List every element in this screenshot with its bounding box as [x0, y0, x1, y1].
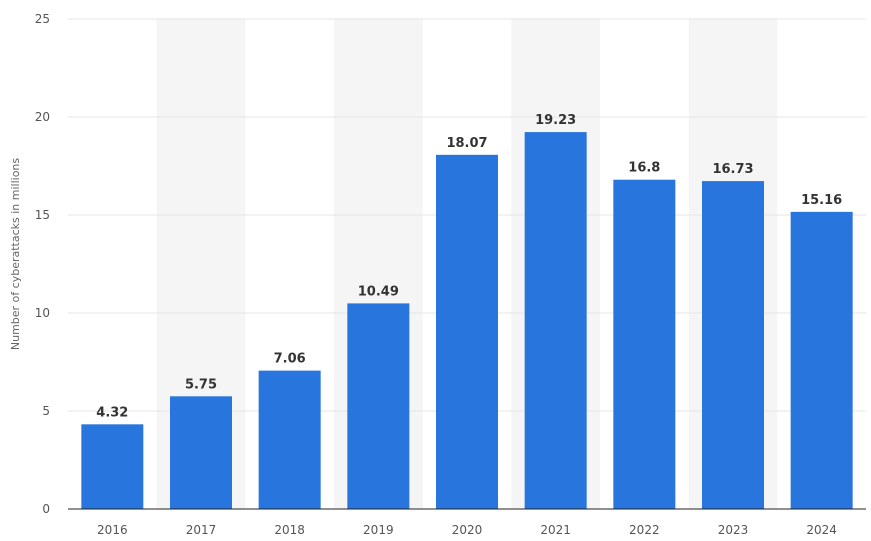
- x-tick-label: 2022: [629, 523, 660, 537]
- x-tick-label: 2016: [97, 523, 128, 537]
- y-tick-label: 0: [42, 502, 50, 516]
- value-label: 4.32: [96, 405, 128, 420]
- y-axis-title: Number of cyberattacks in millions: [9, 158, 22, 351]
- x-tick-label: 2020: [452, 523, 483, 537]
- y-tick-label: 10: [35, 306, 50, 320]
- bar-2017: [170, 396, 232, 509]
- x-tick-label: 2018: [274, 523, 305, 537]
- x-tick-label: 2024: [806, 523, 837, 537]
- value-label: 7.06: [274, 352, 306, 367]
- value-label: 16.8: [628, 161, 660, 176]
- y-tick-label: 15: [35, 208, 50, 222]
- bar-2021: [524, 132, 587, 510]
- bars: [81, 132, 853, 510]
- y-tick-label: 20: [35, 110, 50, 124]
- y-tick-label: 5: [42, 404, 50, 418]
- x-tick-label: 2017: [186, 523, 217, 537]
- bar-2023: [702, 181, 764, 510]
- value-labels: 4.32 5.75 7.06 10.49 18.07 19.23 16.8 16.73 15.1…: [96, 113, 842, 420]
- bar-2024: [790, 211, 853, 509]
- x-tick-label: 2021: [540, 523, 571, 537]
- bar-2016: [81, 424, 144, 509]
- value-label: 19.23: [535, 113, 576, 128]
- bar-2018: [258, 370, 321, 509]
- y-tick-label: 25: [35, 12, 50, 26]
- bar-2020: [436, 154, 498, 509]
- value-label: 15.16: [801, 193, 842, 208]
- x-tick-label: 2019: [363, 523, 394, 537]
- value-label: 18.07: [446, 136, 487, 151]
- value-label: 16.73: [712, 162, 753, 177]
- value-label: 10.49: [358, 284, 399, 299]
- x-tick-label: 2023: [718, 523, 749, 537]
- y-axis: 0 5 10 15 20 25: [35, 12, 50, 516]
- bar-2019: [347, 303, 410, 509]
- x-axis: 2016 2017 2018 2019 2020 2021 2022 2023 2024: [68, 508, 866, 537]
- value-label: 5.75: [185, 377, 217, 392]
- bar-2022: [613, 179, 676, 509]
